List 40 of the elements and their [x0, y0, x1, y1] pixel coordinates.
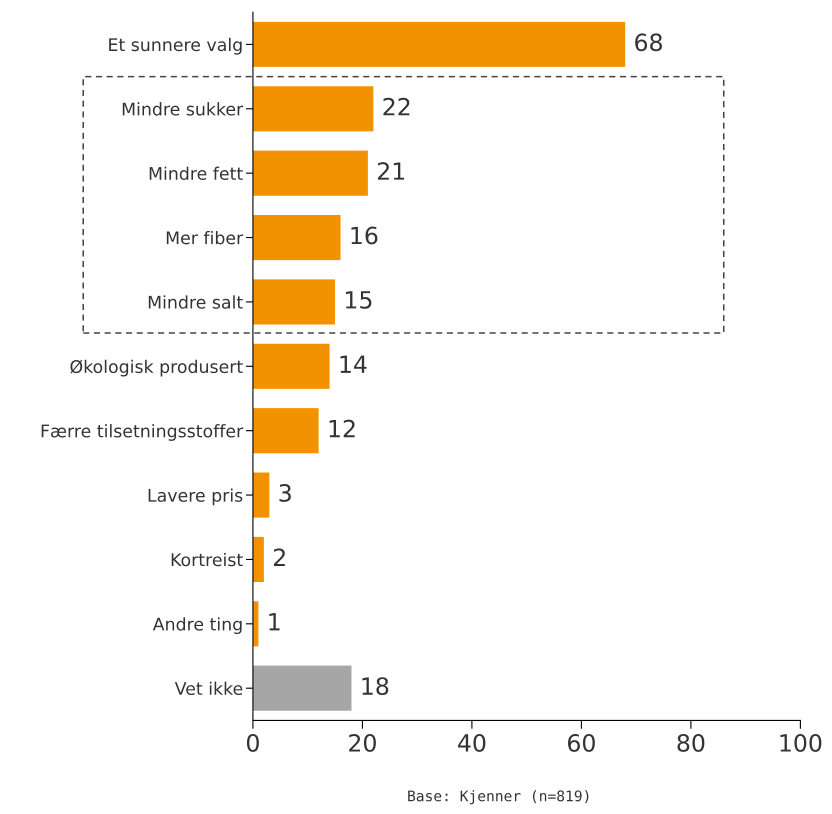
y-tick-label: Lavere pris — [148, 488, 242, 506]
x-tick-label: 100 — [780, 734, 822, 752]
bar — [252, 536, 264, 582]
data-label: 22 — [383, 98, 410, 116]
text: Base: Kjenner (n=819) — [408, 790, 588, 804]
bar — [252, 86, 374, 132]
bar — [252, 472, 270, 518]
bar — [252, 150, 368, 196]
bar — [252, 666, 352, 711]
y-tick-label: Kortreist — [172, 552, 243, 566]
data-label: 18 — [362, 677, 388, 696]
data-label: 12 — [330, 420, 355, 438]
data-label: 16 — [351, 226, 378, 244]
y-tick-label: Vet ikke — [174, 682, 242, 696]
y-tick-label: Mindre sukker — [122, 102, 244, 116]
y-tick-label: Mindre fett — [150, 166, 243, 180]
y-tick-label: Økologisk produsert — [70, 360, 243, 377]
y-tick-label: Mindre salt — [148, 295, 243, 309]
y-tick-label: Mer fiber — [166, 230, 244, 244]
y-tick-label: Andre ting — [152, 617, 242, 634]
y-tick-label: Færre tilsetningsstoffer — [42, 424, 244, 441]
x-tick-label: 0 — [246, 734, 259, 752]
x-tick-label: 60 — [568, 734, 595, 752]
x-tick-label: 80 — [677, 734, 704, 752]
data-label: 3 — [279, 484, 291, 502]
bar — [252, 408, 319, 454]
bar — [252, 344, 330, 389]
x-tick-label: 40 — [458, 734, 486, 752]
y-tick-label: Et sunnere valg — [109, 38, 242, 55]
data-label: 68 — [635, 33, 662, 52]
data-label: 14 — [340, 356, 367, 373]
data-label: 1 — [269, 613, 280, 630]
bar — [252, 22, 626, 67]
data-label: 15 — [346, 291, 372, 309]
data-label: 2 — [274, 548, 285, 566]
x-tick-label: 20 — [349, 734, 376, 752]
data-label: 21 — [378, 162, 404, 180]
bar — [252, 601, 258, 646]
bar — [252, 215, 341, 260]
bar — [252, 279, 336, 324]
